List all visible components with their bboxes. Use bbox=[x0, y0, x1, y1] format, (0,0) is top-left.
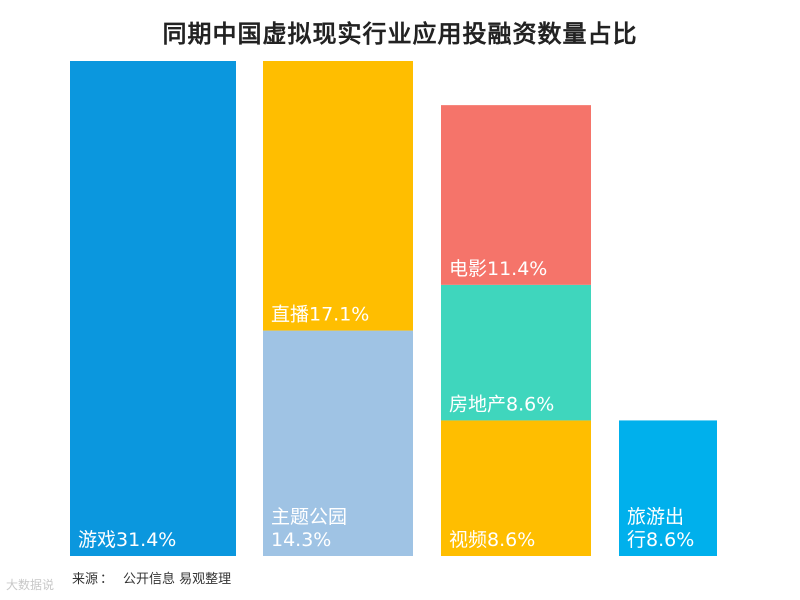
data-label-2-0-0: 视频8.6% bbox=[449, 529, 535, 551]
bar-segment-1-1 bbox=[263, 61, 413, 331]
data-label-2-1-0: 房地产8.6% bbox=[449, 393, 554, 415]
source-label: 来源 bbox=[72, 572, 99, 587]
data-label-0-0-0: 游戏31.4% bbox=[78, 529, 176, 551]
chart-title: 同期中国虚拟现实行业应用投融资数量占比 bbox=[162, 20, 638, 48]
watermark-text: 大数据说 bbox=[6, 578, 55, 592]
data-label-3-0-1: 行8.6% bbox=[627, 529, 694, 551]
source-note: 来源：公开信息 易观整理 bbox=[72, 572, 232, 587]
data-label-2-2-0: 电影11.4% bbox=[449, 258, 547, 280]
bar-segment-2-2 bbox=[441, 105, 591, 285]
data-label-3-0-0: 旅游出 bbox=[627, 506, 684, 528]
bar-segment-2-0 bbox=[441, 420, 591, 556]
bar-segment-2-1 bbox=[441, 284, 591, 421]
bar-segment-0-0 bbox=[70, 61, 236, 556]
data-label-1-0-1: 14.3% bbox=[271, 529, 331, 551]
bar-segment-1-0 bbox=[263, 330, 413, 556]
data-label-1-0-0: 主题公园 bbox=[271, 506, 347, 528]
bar-segment-3-0 bbox=[619, 420, 717, 556]
data-label-1-1-0: 直播17.1% bbox=[271, 304, 369, 326]
source-text: 公开信息 易观整理 bbox=[123, 572, 232, 587]
